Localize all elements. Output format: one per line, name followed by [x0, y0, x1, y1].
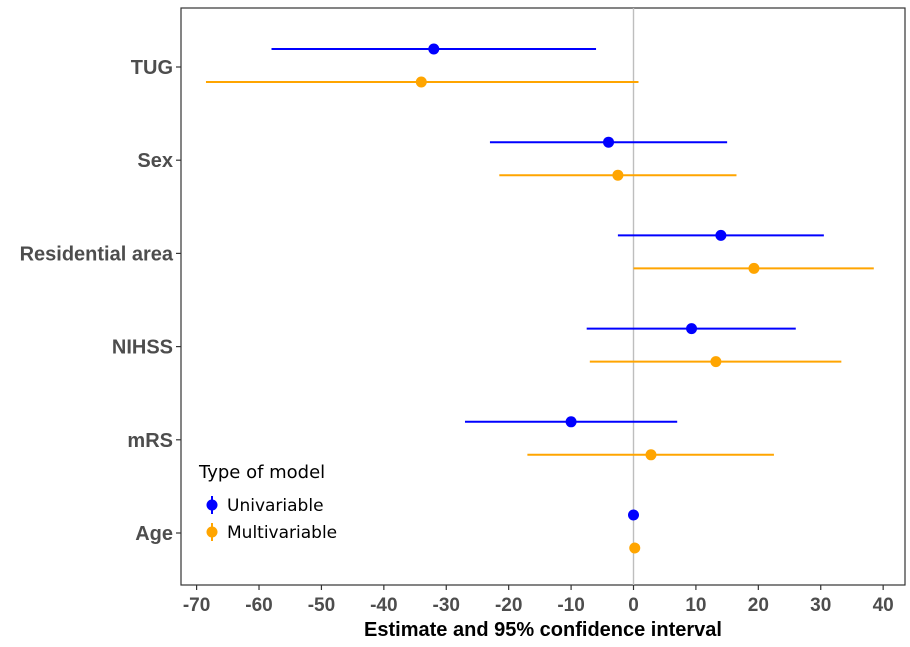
legend-label: Multivariable [227, 523, 337, 543]
univariable-estimate-point [686, 323, 698, 335]
x-tick-label: 0 [628, 595, 639, 616]
x-tick-label: -20 [495, 595, 522, 616]
x-tick-label: 30 [810, 595, 831, 616]
multivariable-estimate-point [629, 542, 641, 554]
legend-title: Type of model [198, 462, 325, 483]
x-tick-label: 20 [748, 595, 769, 616]
legend-entries: Univariable Multivariable [206, 496, 337, 543]
multivariable-estimate-point [415, 76, 427, 88]
univariable-estimate-point [715, 229, 727, 241]
univariable-estimate-point [565, 416, 577, 428]
x-tick-label: -10 [557, 595, 584, 616]
y-tick-label: mRS [127, 430, 173, 452]
y-tick-label: Sex [137, 150, 173, 172]
y-tick-label: TUG [131, 57, 173, 79]
legend-key-point [206, 499, 218, 511]
x-axis-title: Estimate and 95% confidence interval [364, 619, 722, 641]
x-tick-label: 10 [685, 595, 706, 616]
x-tick-label: -40 [370, 595, 397, 616]
legend-entry-univariable: Univariable [206, 496, 324, 516]
plot-panel [180, 7, 906, 586]
legend-key-point [206, 526, 218, 538]
multivariable-estimate-point [645, 449, 657, 461]
estimate-point-layer [415, 43, 760, 554]
univariable-estimate-point [428, 43, 440, 55]
x-tick-label: 40 [873, 595, 894, 616]
legend-label: Univariable [227, 496, 324, 516]
multivariable-estimate-point [748, 262, 760, 274]
multivariable-estimate-point [612, 169, 624, 181]
x-tick-label: -70 [183, 595, 210, 616]
y-tick-label: NIHSS [112, 337, 173, 359]
y-axis: TUG Sex Residential area NIHSS mRS Age [20, 57, 181, 545]
y-tick-label: Age [135, 523, 173, 545]
legend: Type of model Univariable Multivariable [198, 462, 337, 543]
y-tick-label: Residential area [20, 243, 174, 265]
x-tick-label: -50 [308, 595, 335, 616]
legend-entry-multivariable: Multivariable [206, 523, 337, 543]
univariable-estimate-point [603, 136, 615, 148]
x-tick-label: -30 [433, 595, 460, 616]
univariable-estimate-point [628, 509, 639, 521]
x-axis: -70 -60 -50 -40 -30 -20 -10 0 10 20 30 40 [183, 585, 894, 616]
x-tick-label: -60 [245, 595, 272, 616]
multivariable-estimate-point [710, 356, 722, 368]
